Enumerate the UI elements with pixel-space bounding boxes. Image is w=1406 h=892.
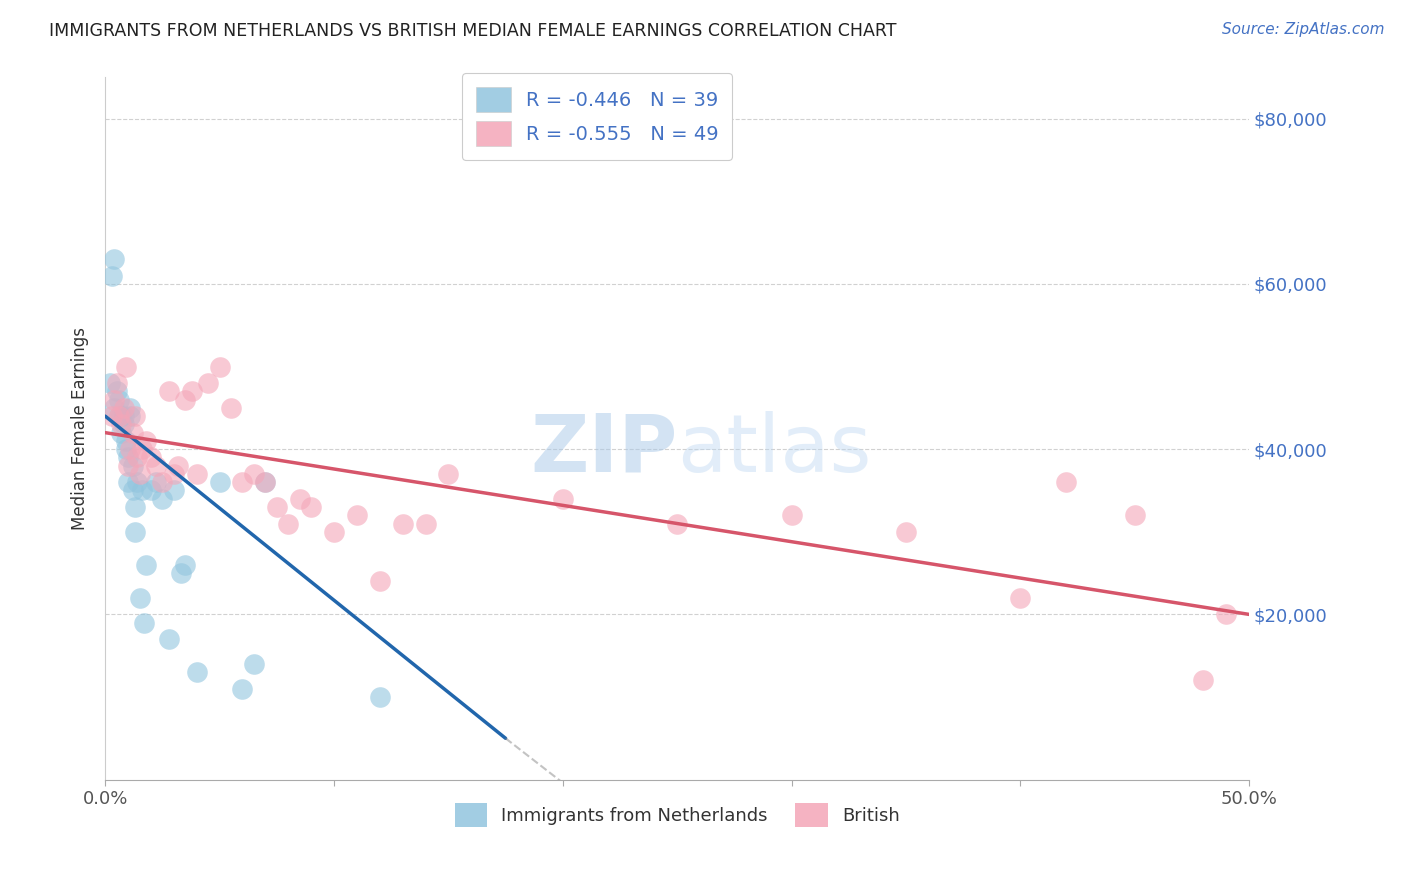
Legend: Immigrants from Netherlands, British: Immigrants from Netherlands, British — [447, 797, 907, 834]
Point — [163, 483, 186, 498]
Point — [110, 417, 132, 432]
Point — [1010, 591, 1032, 605]
Point — [186, 665, 208, 680]
Point — [101, 268, 124, 283]
Point — [103, 252, 125, 267]
Point — [112, 417, 135, 432]
Point — [105, 384, 128, 399]
Point — [1123, 508, 1146, 523]
Point — [117, 450, 139, 465]
Point — [894, 524, 917, 539]
Point — [114, 442, 136, 457]
Point — [103, 401, 125, 415]
Point — [174, 392, 197, 407]
Point — [323, 524, 346, 539]
Point — [139, 483, 162, 498]
Point — [103, 392, 125, 407]
Point — [117, 475, 139, 490]
Point — [254, 475, 277, 490]
Point — [391, 516, 413, 531]
Point — [157, 632, 180, 647]
Point — [208, 475, 231, 490]
Point — [145, 458, 167, 473]
Point — [415, 516, 437, 531]
Point — [135, 558, 157, 572]
Point — [124, 409, 146, 424]
Point — [231, 475, 253, 490]
Point — [780, 508, 803, 523]
Point — [117, 458, 139, 473]
Point — [1192, 673, 1215, 688]
Point — [437, 467, 460, 481]
Point — [131, 442, 153, 457]
Point — [152, 475, 174, 490]
Point — [243, 657, 266, 671]
Point — [174, 558, 197, 572]
Text: Source: ZipAtlas.com: Source: ZipAtlas.com — [1222, 22, 1385, 37]
Text: ZIP: ZIP — [530, 410, 678, 489]
Point — [120, 442, 142, 457]
Point — [135, 434, 157, 448]
Point — [131, 483, 153, 498]
Point — [128, 591, 150, 605]
Point — [108, 392, 131, 407]
Point — [110, 409, 132, 424]
Point — [121, 483, 143, 498]
Point — [105, 376, 128, 390]
Text: IMMIGRANTS FROM NETHERLANDS VS BRITISH MEDIAN FEMALE EARNINGS CORRELATION CHART: IMMIGRANTS FROM NETHERLANDS VS BRITISH M… — [49, 22, 897, 40]
Point — [121, 425, 143, 440]
Point — [127, 450, 149, 465]
Point — [157, 384, 180, 399]
Point — [132, 615, 155, 630]
Point — [288, 491, 311, 506]
Point — [128, 467, 150, 481]
Point — [254, 475, 277, 490]
Point — [666, 516, 689, 531]
Point — [112, 401, 135, 415]
Point — [124, 500, 146, 514]
Point — [243, 467, 266, 481]
Point — [114, 434, 136, 448]
Point — [368, 574, 391, 589]
Point — [231, 681, 253, 696]
Point — [170, 566, 193, 580]
Point — [114, 359, 136, 374]
Point — [1054, 475, 1077, 490]
Point — [163, 467, 186, 481]
Point — [181, 384, 204, 399]
Text: atlas: atlas — [678, 410, 872, 489]
Y-axis label: Median Female Earnings: Median Female Earnings — [72, 327, 89, 530]
Point — [112, 409, 135, 424]
Point — [124, 524, 146, 539]
Point — [1215, 607, 1237, 622]
Point — [98, 376, 121, 390]
Point — [346, 508, 368, 523]
Point — [120, 401, 142, 415]
Point — [551, 491, 574, 506]
Point — [108, 409, 131, 424]
Point — [167, 458, 190, 473]
Point — [152, 491, 174, 506]
Point — [266, 500, 288, 514]
Point — [299, 500, 322, 514]
Point — [219, 401, 242, 415]
Point — [108, 409, 131, 424]
Point — [186, 467, 208, 481]
Point — [368, 690, 391, 704]
Point — [145, 475, 167, 490]
Point — [127, 475, 149, 490]
Point — [101, 409, 124, 424]
Point — [208, 359, 231, 374]
Point — [121, 458, 143, 473]
Point — [139, 450, 162, 465]
Point — [110, 425, 132, 440]
Point — [197, 376, 219, 390]
Point — [120, 409, 142, 424]
Point — [277, 516, 299, 531]
